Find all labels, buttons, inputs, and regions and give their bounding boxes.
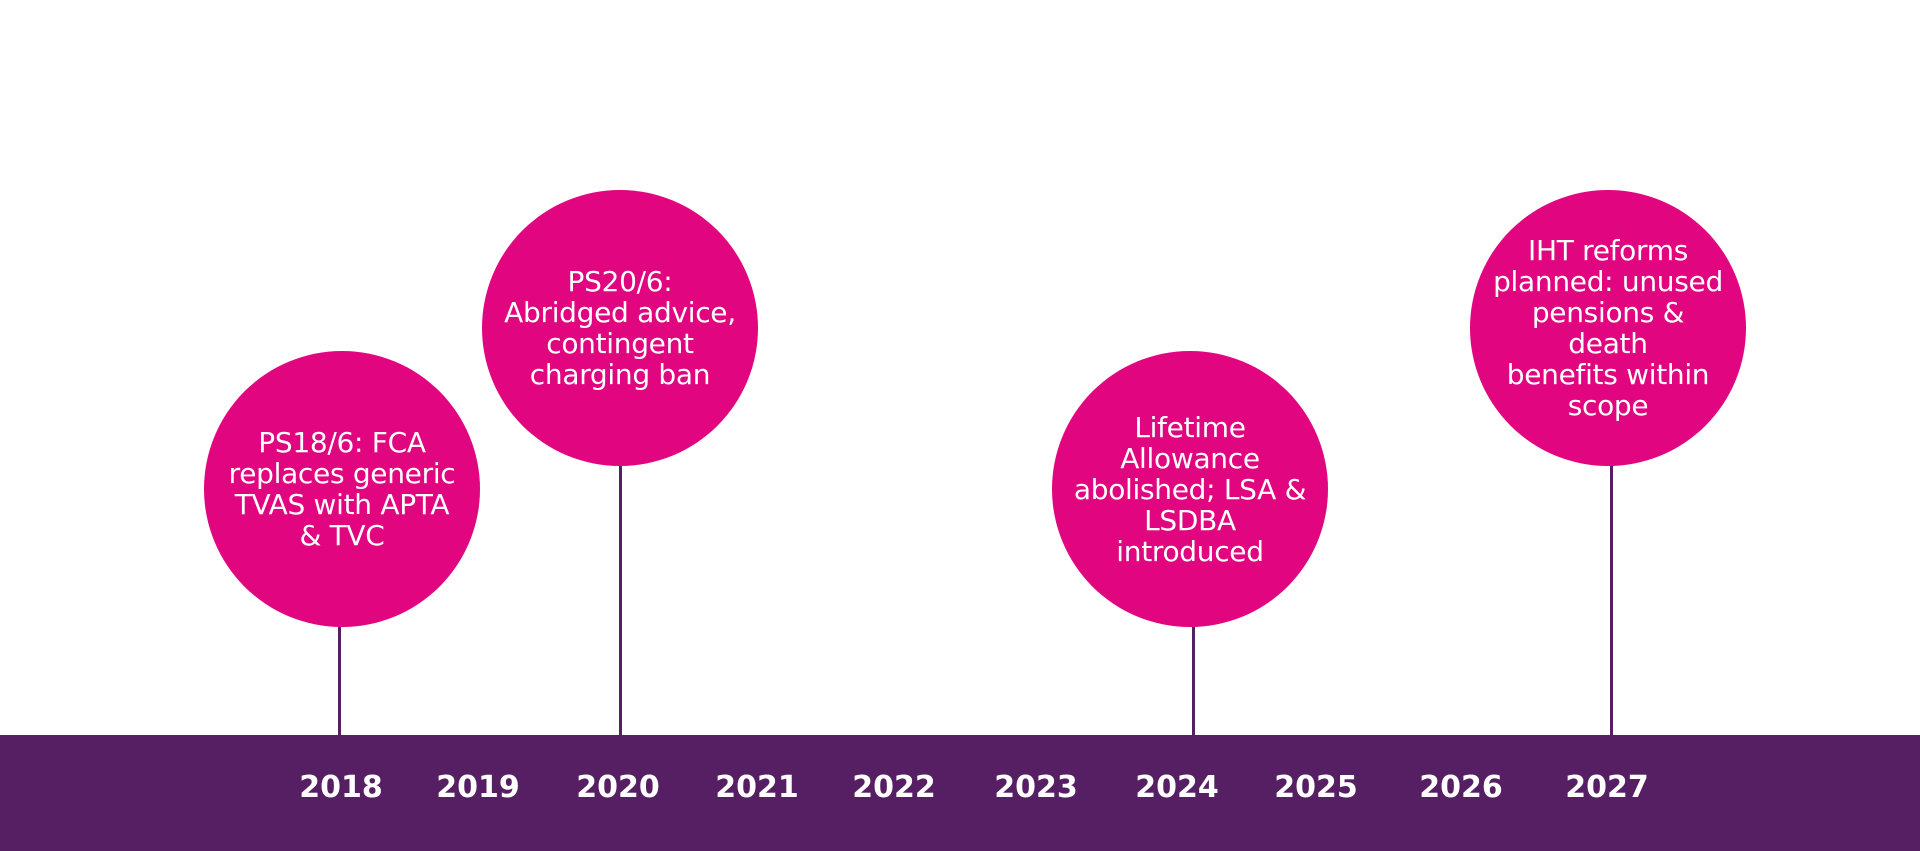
event-text: Lifetime Allowance abolished; LSA & LSDB… [1073, 410, 1307, 568]
event-stem-2020 [618, 465, 622, 736]
year-label-2026: 2026 [1419, 770, 1503, 805]
year-label-2021: 2021 [715, 770, 799, 805]
timeline-bar [0, 735, 1920, 851]
year-label-2019: 2019 [436, 770, 520, 805]
event-text: PS20/6: Abridged advice, contingent char… [504, 265, 736, 391]
event-bubble-2024: Lifetime Allowance abolished; LSA & LSDB… [1052, 351, 1328, 627]
event-stem-2024 [1191, 626, 1195, 736]
event-text: PS18/6: FCA replaces generic TVAS with A… [228, 426, 456, 552]
year-label-2027: 2027 [1565, 770, 1649, 805]
year-label-2018: 2018 [299, 770, 383, 805]
event-stem-2027 [1609, 465, 1613, 736]
event-bubble-2027: IHT reforms planned: unused pensions & d… [1470, 190, 1746, 466]
year-label-2023: 2023 [994, 770, 1078, 805]
event-stem-2018 [337, 626, 341, 736]
year-label-2020: 2020 [576, 770, 660, 805]
event-text: IHT reforms planned: unused pensions & d… [1493, 234, 1723, 422]
event-bubble-2020: PS20/6: Abridged advice, contingent char… [482, 190, 758, 466]
year-label-2025: 2025 [1274, 770, 1358, 805]
year-label-2022: 2022 [852, 770, 936, 805]
year-label-2024: 2024 [1135, 770, 1219, 805]
event-bubble-2018: PS18/6: FCA replaces generic TVAS with A… [204, 351, 480, 627]
